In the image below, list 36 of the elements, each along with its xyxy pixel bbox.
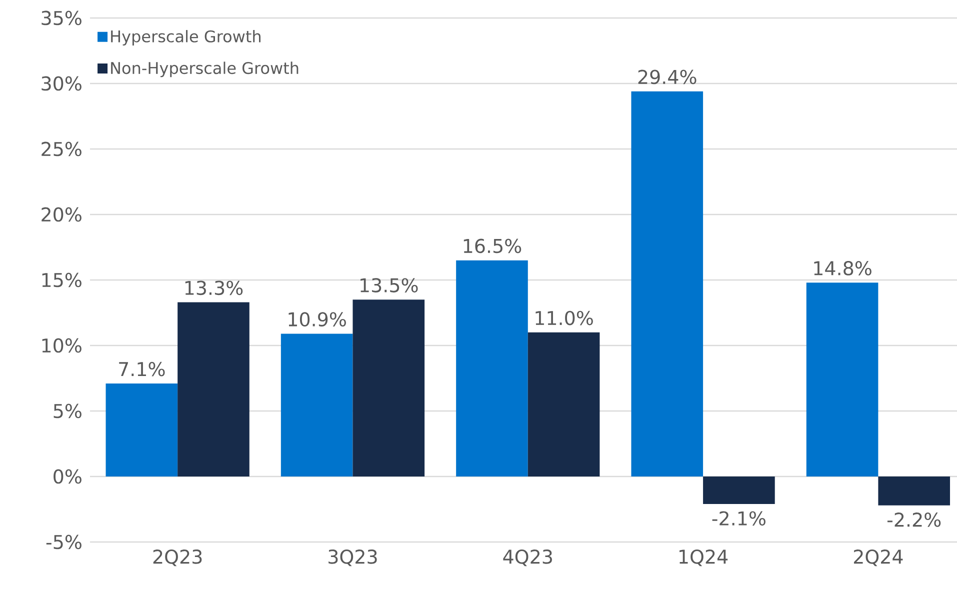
data-label: 11.0% (536, 310, 593, 326)
x-tick-label: 2Q23 (153, 550, 202, 566)
y-tick-label: 25% (42, 142, 82, 156)
y-tick-label: 35% (42, 10, 82, 26)
bar (106, 383, 178, 476)
data-label: 10.9% (288, 312, 346, 327)
data-label: 13.3% (185, 280, 243, 296)
y-tick-label: 5% (54, 404, 82, 418)
data-label: 16.5% (464, 238, 522, 254)
y-tick-label: 10% (42, 338, 82, 353)
bar (178, 302, 250, 476)
x-tick-label: 3Q23 (328, 550, 377, 566)
x-tick-label: 1Q24 (680, 550, 728, 566)
bar (456, 260, 528, 476)
bar (631, 91, 704, 476)
y-tick-label: 0% (54, 469, 82, 484)
data-label: 14.8% (814, 261, 872, 276)
data-label: 13.5% (360, 278, 418, 292)
data-label: -2.1% (712, 511, 766, 526)
bar (352, 300, 425, 476)
x-tick-label: 2Q24 (854, 550, 903, 566)
data-label: 29.4% (638, 70, 696, 84)
bar (280, 334, 353, 476)
bar (878, 476, 950, 506)
y-tick-label: -5% (46, 534, 82, 550)
bar (528, 332, 600, 476)
y-tick-label: 30% (42, 76, 82, 91)
bar (806, 282, 878, 476)
data-label: 7.1% (119, 362, 165, 376)
legend-label: Non-Hyperscale Growth (111, 62, 298, 78)
y-tick-label: 20% (42, 207, 82, 222)
bar (703, 476, 775, 504)
x-tick-label: 4Q23 (503, 550, 552, 566)
legend-label: Hyperscale Growth (111, 30, 260, 46)
y-tick-label: 15% (42, 272, 82, 288)
data-label: -2.2% (887, 512, 941, 527)
